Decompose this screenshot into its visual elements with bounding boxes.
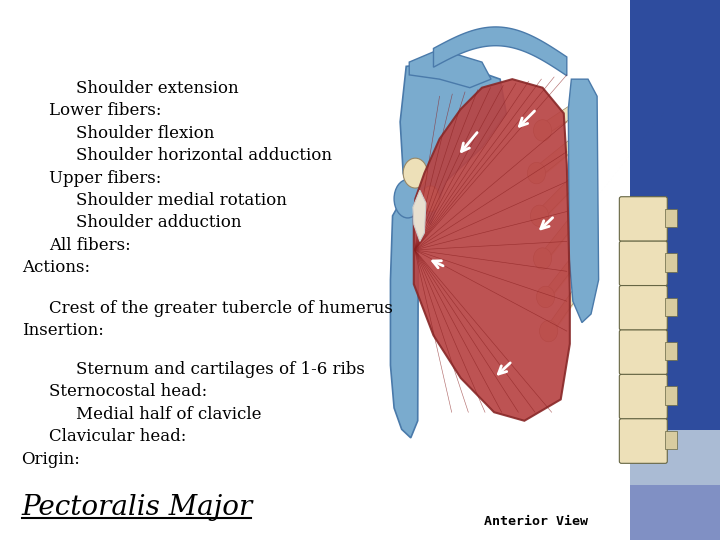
Text: Shoulder extension: Shoulder extension xyxy=(76,80,238,97)
Text: Sternum and cartilages of 1-6 ribs: Sternum and cartilages of 1-6 ribs xyxy=(76,361,364,377)
Text: Clavicular head:: Clavicular head: xyxy=(49,428,186,445)
FancyBboxPatch shape xyxy=(619,330,667,375)
Bar xyxy=(665,431,678,449)
Bar xyxy=(665,342,678,360)
Bar xyxy=(665,387,678,405)
Ellipse shape xyxy=(394,179,421,218)
Bar xyxy=(630,430,720,540)
Text: Shoulder flexion: Shoulder flexion xyxy=(76,125,214,141)
FancyBboxPatch shape xyxy=(619,374,667,419)
Ellipse shape xyxy=(421,186,439,212)
Bar xyxy=(0,0,630,540)
Bar xyxy=(665,253,678,272)
Bar xyxy=(630,430,720,485)
Ellipse shape xyxy=(534,248,552,269)
Ellipse shape xyxy=(528,163,546,184)
Text: Pectoralis Major: Pectoralis Major xyxy=(22,494,253,521)
Polygon shape xyxy=(390,194,418,438)
Polygon shape xyxy=(413,190,426,241)
Polygon shape xyxy=(568,79,598,322)
Text: Lower fibers:: Lower fibers: xyxy=(49,102,161,119)
FancyBboxPatch shape xyxy=(619,197,667,241)
FancyBboxPatch shape xyxy=(619,286,667,330)
Bar xyxy=(630,0,720,540)
Text: Actions:: Actions: xyxy=(22,259,90,276)
Bar xyxy=(665,209,678,227)
Ellipse shape xyxy=(403,158,428,188)
Polygon shape xyxy=(409,49,491,87)
Text: All fibers:: All fibers: xyxy=(49,237,131,253)
Polygon shape xyxy=(400,62,506,224)
Text: Anterior View: Anterior View xyxy=(485,515,588,528)
Text: Upper fibers:: Upper fibers: xyxy=(49,170,161,186)
Ellipse shape xyxy=(539,320,558,342)
Text: Shoulder horizontal adduction: Shoulder horizontal adduction xyxy=(76,147,332,164)
Bar xyxy=(0,0,630,540)
Polygon shape xyxy=(414,79,570,421)
Polygon shape xyxy=(433,27,567,76)
Text: Insertion:: Insertion: xyxy=(22,322,104,339)
Ellipse shape xyxy=(531,205,549,226)
Bar xyxy=(665,298,678,316)
Ellipse shape xyxy=(534,120,552,141)
FancyBboxPatch shape xyxy=(619,241,667,286)
Text: Sternocostal head:: Sternocostal head: xyxy=(49,383,207,400)
Text: Origin:: Origin: xyxy=(22,451,81,468)
Text: Shoulder adduction: Shoulder adduction xyxy=(76,214,241,231)
Text: Crest of the greater tubercle of humerus: Crest of the greater tubercle of humerus xyxy=(49,300,393,316)
Text: Shoulder medial rotation: Shoulder medial rotation xyxy=(76,192,287,208)
Ellipse shape xyxy=(536,286,554,308)
Text: Medial half of clavicle: Medial half of clavicle xyxy=(76,406,261,423)
FancyBboxPatch shape xyxy=(619,418,667,463)
